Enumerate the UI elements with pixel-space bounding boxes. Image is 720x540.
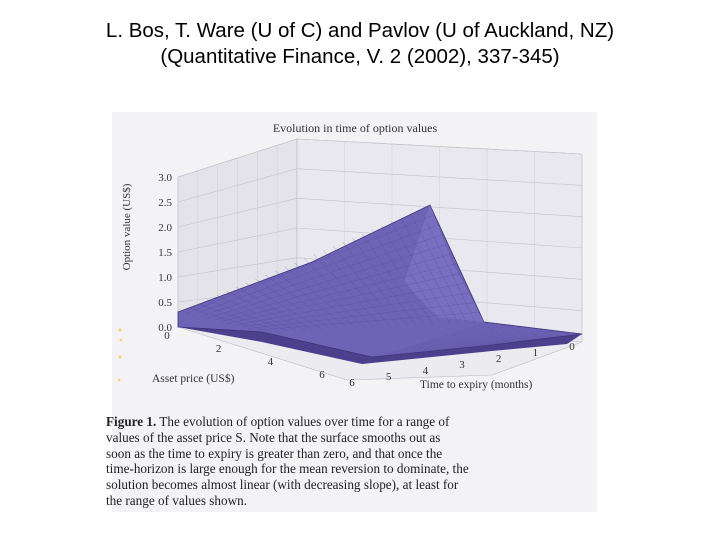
y-axis-label: Time to expiry (months) bbox=[420, 379, 533, 391]
z-tick-label: 2.0 bbox=[158, 222, 172, 234]
y-tick-label: 1 bbox=[533, 347, 539, 359]
mesh-line bbox=[378, 322, 490, 357]
surface-plot: Evolution in time of option values Optio… bbox=[117, 121, 583, 391]
caption-line-1: Figure 1. The evolution of option values… bbox=[106, 414, 586, 430]
y-tick-label: 3 bbox=[459, 359, 465, 371]
mesh-line bbox=[425, 327, 528, 352]
mesh-line bbox=[219, 263, 458, 323]
mesh-line bbox=[478, 332, 572, 347]
y-tick-label: 6 bbox=[349, 377, 355, 389]
mesh-line bbox=[398, 324, 506, 355]
scanned-figure: Evolution in time of option values Optio… bbox=[112, 112, 597, 512]
mesh-line bbox=[485, 333, 577, 346]
x-axis-label: Asset price (US$) bbox=[152, 372, 235, 385]
caption-line-4: time-horizon is large enough for the mea… bbox=[106, 461, 469, 477]
mesh-line bbox=[385, 323, 495, 356]
mesh-line bbox=[205, 243, 449, 319]
x-tick-label: 0 bbox=[164, 330, 170, 342]
mesh-line bbox=[240, 292, 471, 328]
mesh-line bbox=[198, 234, 444, 318]
mesh-line bbox=[226, 273, 462, 324]
z-tick-label: 2.5 bbox=[158, 197, 172, 209]
x-tick-label: 4 bbox=[268, 356, 274, 368]
y-tick-label: 5 bbox=[386, 371, 392, 383]
mesh-line bbox=[212, 253, 453, 321]
mesh-line bbox=[411, 325, 517, 354]
mesh-line bbox=[191, 224, 440, 316]
z-tick-label: 1.5 bbox=[158, 247, 172, 259]
mesh-line bbox=[184, 214, 435, 314]
y-tick-label: 2 bbox=[496, 353, 502, 365]
mesh-line bbox=[438, 328, 539, 351]
caption-line-3: soon as the time to expiry is greater th… bbox=[106, 445, 443, 461]
caption-text-1: The evolution of option values over time… bbox=[159, 414, 450, 429]
caption-figure-label: Figure 1. bbox=[106, 414, 157, 429]
z-tick-label: 0.5 bbox=[158, 297, 172, 309]
z-axis-label: Option value (US$) bbox=[121, 183, 133, 270]
y-tick-label: 4 bbox=[423, 365, 429, 377]
mesh-line bbox=[465, 331, 561, 348]
z-tick-label: 1.0 bbox=[158, 272, 172, 284]
mesh-line bbox=[451, 329, 550, 350]
y-tick-label: 0 bbox=[569, 341, 575, 353]
figure-caption: Figure 1. The evolution of option values… bbox=[106, 414, 586, 509]
caption-line-6: the range of values shown. bbox=[106, 492, 247, 508]
mesh-line bbox=[431, 327, 534, 352]
tick-labels: 0.0 0.5 1.0 1.5 2.0 2.5 3.0 0 2 4 6 0 1 2 3 4 5 6 bbox=[158, 172, 575, 389]
mesh-line bbox=[391, 323, 501, 356]
scan-specks bbox=[117, 328, 123, 382]
mesh-line bbox=[233, 282, 467, 326]
surface-peak-face bbox=[404, 205, 484, 322]
mesh-line bbox=[458, 330, 555, 349]
mesh-line bbox=[445, 329, 544, 350]
caption-line-5: solution becomes almost linear (with dec… bbox=[106, 477, 459, 493]
chart-title: Evolution in time of option values bbox=[273, 121, 438, 135]
caption-line-2: values of the asset price S. Note that t… bbox=[106, 429, 441, 445]
x-tick-label: 2 bbox=[216, 343, 222, 355]
title-line-1: L. Bos, T. Ware (U of C) and Pavlov (U o… bbox=[105, 19, 615, 42]
mesh-line bbox=[418, 326, 523, 353]
mesh-line bbox=[247, 302, 476, 329]
mesh-line bbox=[471, 331, 566, 348]
z-tick-label: 0.0 bbox=[158, 322, 172, 334]
mesh-line bbox=[405, 325, 512, 354]
slide-title: L. Bos, T. Ware (U of C) and Pavlov (U o… bbox=[0, 18, 720, 70]
title-line-2: (Quantitative Finance, V. 2 (2002), 337-… bbox=[160, 45, 560, 68]
z-tick-label: 3.0 bbox=[158, 172, 172, 184]
mesh-line bbox=[254, 312, 480, 331]
surface-mesh bbox=[184, 209, 577, 357]
x-tick-label: 6 bbox=[319, 369, 325, 381]
